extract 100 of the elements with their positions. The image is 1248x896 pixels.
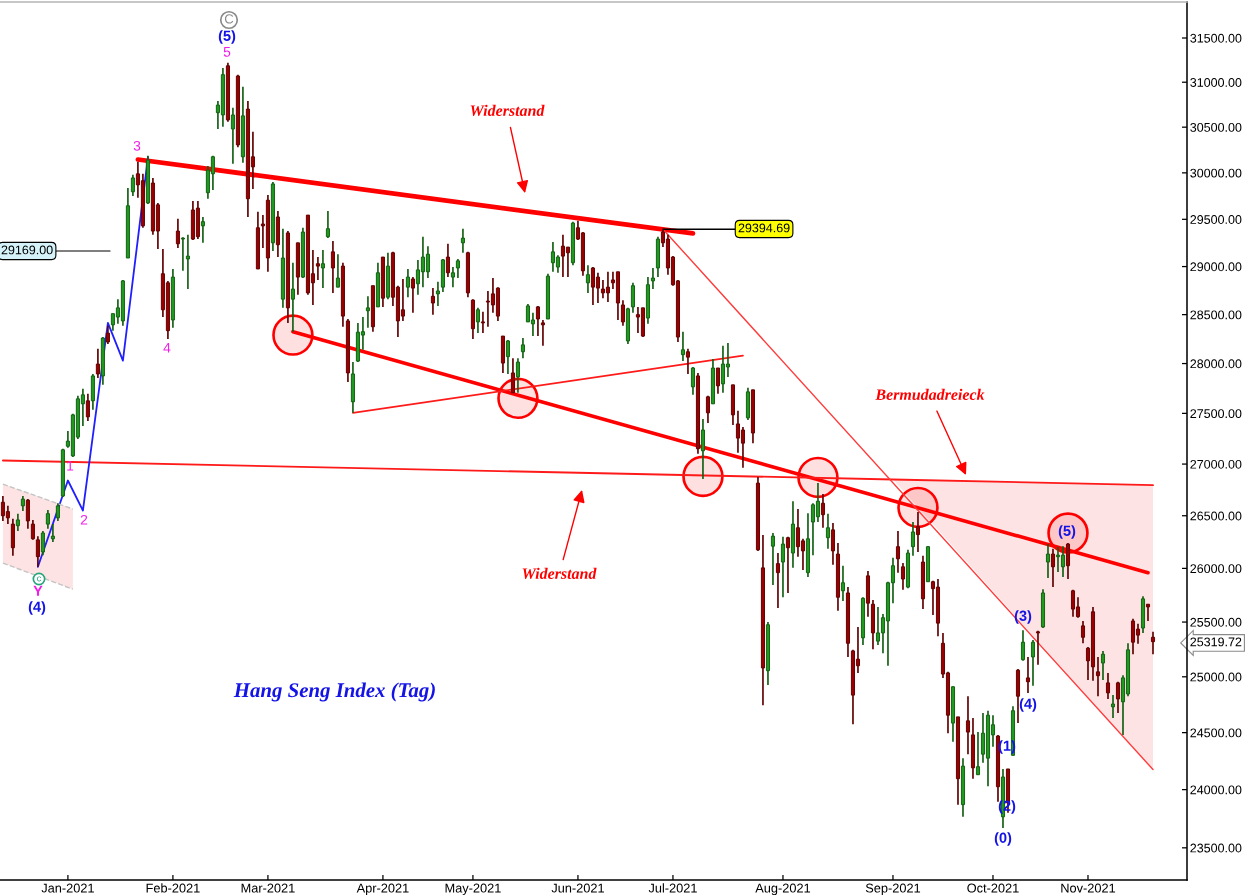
candlestick [585, 264, 590, 294]
annotation: (0) [994, 832, 1012, 846]
candlestick [680, 330, 685, 362]
candlestick [780, 535, 786, 599]
candlestick [820, 493, 826, 529]
candlestick [405, 268, 410, 299]
candlestick [1050, 547, 1056, 588]
candlestick [1030, 639, 1036, 687]
candlestick [1150, 631, 1156, 656]
x-tick-label: Jan-2021 [41, 883, 94, 893]
candlestick [690, 366, 695, 396]
x-tick-label: Jul-2021 [648, 883, 697, 893]
candlestick [1115, 680, 1121, 714]
candlestick [105, 324, 110, 345]
candlestick [1100, 650, 1106, 681]
candlestick [290, 261, 295, 333]
candlestick [770, 532, 776, 586]
candlestick [5, 505, 10, 525]
candlestick [1105, 672, 1111, 700]
annotation: Bermudadreieck [875, 388, 985, 401]
candlestick [540, 319, 545, 347]
y-tick-label: 29500.00 [1190, 215, 1242, 224]
y-tick-label: 31500.00 [1190, 33, 1242, 43]
annotation: (4) [1019, 698, 1037, 712]
candlestick [785, 535, 791, 594]
candlestick [830, 522, 836, 566]
candlestick [1055, 545, 1061, 573]
x-tick-label: Sep-2021 [865, 883, 921, 896]
x-tick-label: Aug-2021 [755, 883, 811, 896]
candlestick [910, 521, 916, 557]
candlestick [1070, 588, 1076, 618]
x-tick-label: Mar-2021 [241, 883, 295, 893]
candlestick [520, 337, 525, 359]
candlestick [85, 392, 90, 422]
annotation: Widerstand [522, 567, 597, 580]
candlestick [740, 426, 745, 469]
candlestick [10, 518, 15, 557]
candlestick [705, 394, 710, 424]
y-tick-label: 26500.00 [1190, 511, 1242, 521]
candlestick [605, 270, 610, 303]
candlestick [895, 530, 901, 574]
candlestick [45, 509, 50, 530]
candlestick [1080, 620, 1086, 645]
candlestick [980, 712, 986, 764]
candlestick [515, 357, 520, 394]
candlestick [1045, 543, 1051, 579]
candlestick [460, 227, 465, 254]
point [682, 455, 724, 498]
candlestick [1065, 542, 1071, 580]
candlestick [455, 258, 460, 279]
candlestick [435, 281, 440, 307]
y-tick-label: 25319.72 [1190, 637, 1242, 647]
y-tick-label: 23500.00 [1190, 843, 1242, 853]
candlestick [1035, 629, 1041, 666]
candlestick [915, 511, 921, 553]
candlestick [715, 367, 720, 395]
candlestick [95, 347, 100, 379]
y-tick-label: 28000.00 [1190, 359, 1242, 369]
annotation: 29394.69 [738, 223, 790, 233]
candlestick [210, 155, 215, 191]
x-tick-label: May-2021 [445, 883, 501, 896]
annotation: 5 [223, 47, 231, 57]
y-tick-label: 31000.00 [1190, 78, 1242, 87]
text: Hang Seng Index (Tag) [233, 682, 435, 702]
candlestick [320, 249, 325, 289]
x-tick-label: Nov-2021 [1061, 883, 1116, 893]
y-tick-label: 26000.00 [1190, 564, 1242, 574]
candlestick [25, 498, 30, 530]
candlestick [815, 482, 821, 523]
annotation: C [224, 14, 234, 24]
candlestick [630, 281, 635, 314]
candlestick [975, 731, 981, 776]
y-tick-label: 27000.00 [1190, 459, 1242, 469]
candlestick [410, 276, 415, 314]
candlestick [1095, 656, 1101, 698]
candlestick [650, 267, 655, 290]
candlestick [365, 295, 370, 329]
candlestick [1110, 694, 1116, 719]
candlestick [875, 606, 881, 646]
candlestick [185, 233, 190, 290]
candlestick [175, 218, 180, 249]
x-tick-label: Feb-2021 [146, 883, 200, 893]
y-tick-label: 24500.00 [1190, 728, 1242, 738]
candlestick [40, 530, 45, 556]
candlestick [430, 287, 435, 316]
candlestick [620, 299, 625, 327]
candlestick [1025, 656, 1031, 694]
candlestick [1145, 603, 1151, 622]
x-tick-label: Apr-2021 [356, 883, 409, 896]
y-tick-label: 25500.00 [1190, 617, 1242, 627]
y-tick-label: 27500.00 [1190, 409, 1242, 419]
candlestick [450, 266, 455, 288]
candlestick [505, 339, 510, 375]
y-tick-label: 25000.00 [1190, 672, 1242, 682]
annotation: 4 [163, 343, 171, 353]
candlestick [475, 307, 480, 334]
candlestick [35, 535, 40, 568]
y-tick-label: 28500.00 [1190, 310, 1242, 320]
y-tick-label: 30000.00 [1190, 168, 1242, 178]
candlestick [335, 253, 340, 288]
